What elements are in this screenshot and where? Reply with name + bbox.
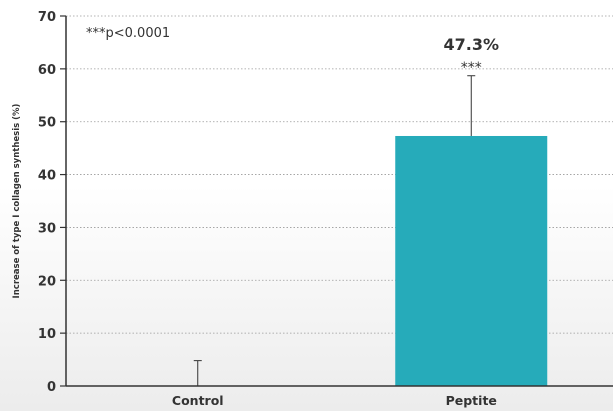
y-tick-label: 0 <box>47 380 56 395</box>
y-tick-label: 10 <box>38 327 56 342</box>
x-tick-label: Control <box>172 393 224 408</box>
y-ticks: 0 10 20 30 40 50 60 70 <box>38 10 66 395</box>
y-tick-label: 50 <box>38 116 56 131</box>
y-tick-label: 70 <box>38 10 56 25</box>
data-label: 47.3% <box>443 35 499 54</box>
x-tick-label: Peptite <box>446 393 497 408</box>
y-axis-label: Increase of type I collagen synthesis (%… <box>12 103 22 298</box>
significance-label: *** <box>461 60 482 76</box>
y-tick-label: 40 <box>38 169 56 184</box>
bars <box>193 75 548 386</box>
bar <box>395 135 548 386</box>
y-tick-label: 30 <box>38 221 56 236</box>
axes <box>65 16 613 387</box>
labels: Control Peptite 47.3% *** <box>172 35 499 408</box>
y-tick-label: 60 <box>38 63 56 78</box>
y-tick-label: 20 <box>38 274 56 289</box>
significance-note: ***p<0.0001 <box>86 26 170 41</box>
gridlines <box>66 15 613 334</box>
